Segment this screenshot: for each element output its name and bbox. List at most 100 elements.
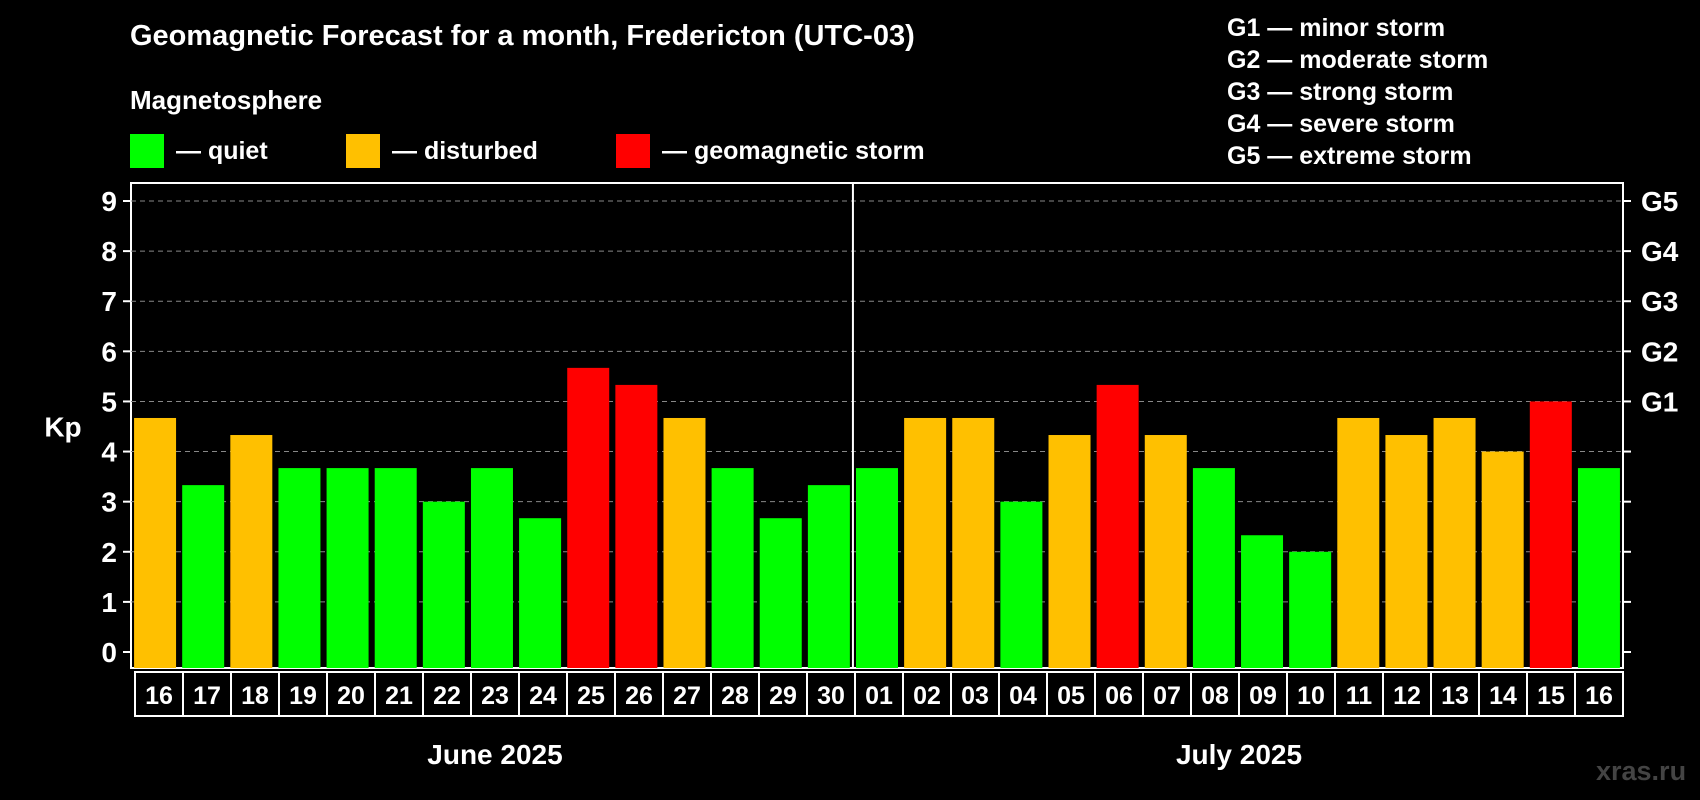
legend-disturbed: — disturbed <box>346 134 538 168</box>
bar-31 <box>1577 468 1620 668</box>
y-tick-label-5: 5 <box>101 386 117 417</box>
bar-29 <box>1481 451 1524 668</box>
storm-scale-g3: G3 — strong storm <box>1227 78 1454 106</box>
bar-20 <box>1048 435 1091 668</box>
x-tick-label-29: 14 <box>1489 682 1517 710</box>
y-tick-label-8: 8 <box>101 236 117 267</box>
bar-2 <box>182 485 225 668</box>
month-label-1: June 2025 <box>427 739 562 770</box>
bar-25 <box>1289 551 1332 668</box>
x-tick-label-25: 10 <box>1297 682 1325 710</box>
bar-15 <box>807 485 850 668</box>
legend-disturbed-swatch <box>346 134 380 168</box>
x-tick-label-30: 15 <box>1537 682 1565 710</box>
y-tick-label-7: 7 <box>101 286 117 317</box>
x-tick-label-3: 18 <box>241 682 269 710</box>
y-tick-label-6: 6 <box>101 336 117 367</box>
x-tick-label-22: 07 <box>1153 682 1181 710</box>
x-tick-label-11: 26 <box>625 682 653 710</box>
y-tick-label-1: 1 <box>101 587 117 618</box>
x-tick-label-12: 27 <box>673 682 701 710</box>
storm-scale-g4: G4 — severe storm <box>1227 110 1455 138</box>
x-tick-label-17: 02 <box>913 682 941 710</box>
right-axis-label-g3: G3 <box>1641 286 1678 317</box>
bar-5 <box>326 468 369 668</box>
x-tick-label-2: 17 <box>193 682 221 710</box>
x-tick-label-14: 29 <box>769 682 797 710</box>
x-tick-label-23: 08 <box>1201 682 1229 710</box>
bar-9 <box>519 518 562 668</box>
bar-28 <box>1433 417 1476 668</box>
bar-11 <box>615 384 658 668</box>
x-tick-label-27: 12 <box>1393 682 1421 710</box>
bar-21 <box>1096 384 1139 668</box>
x-tick-label-6: 21 <box>385 682 413 710</box>
y-tick-label-2: 2 <box>101 537 117 568</box>
bar-14 <box>759 518 802 668</box>
bar-27 <box>1385 435 1428 668</box>
x-tick-label-26: 11 <box>1346 682 1373 710</box>
y-tick-label-3: 3 <box>101 487 117 518</box>
bar-16 <box>856 468 898 668</box>
month-label-2: July 2025 <box>1176 739 1302 770</box>
bar-26 <box>1337 417 1380 668</box>
bar-1 <box>134 417 177 668</box>
bar-23 <box>1192 468 1235 668</box>
bar-8 <box>470 468 513 668</box>
day-label-box <box>134 671 1624 717</box>
x-tick-label-24: 09 <box>1249 682 1277 710</box>
x-tick-label-4: 19 <box>289 682 317 710</box>
x-tick-label-7: 22 <box>433 682 461 710</box>
bar-17 <box>904 417 947 668</box>
x-tick-label-20: 05 <box>1057 682 1085 710</box>
right-axis-label-g5: G5 <box>1641 186 1678 217</box>
right-axis-label-g1: G1 <box>1641 386 1678 417</box>
x-tick-label-21: 06 <box>1105 682 1133 710</box>
bar-30 <box>1529 401 1572 668</box>
legend-storm-swatch <box>616 134 650 168</box>
bar-19 <box>1000 501 1043 668</box>
x-tick-label-13: 28 <box>721 682 749 710</box>
chart-title: Geomagnetic Forecast for a month, Freder… <box>130 20 915 52</box>
y-tick-label-9: 9 <box>101 186 117 217</box>
x-tick-label-31: 16 <box>1585 682 1613 710</box>
legend-disturbed-label: — disturbed <box>392 136 538 165</box>
x-tick-label-9: 24 <box>529 682 557 710</box>
x-tick-label-28: 13 <box>1441 682 1469 710</box>
watermark: xras.ru <box>1596 756 1687 786</box>
storm-scale-g1: G1 — minor storm <box>1227 14 1446 42</box>
bar-10 <box>567 367 610 668</box>
bar-7 <box>422 501 465 668</box>
bar-13 <box>711 468 754 668</box>
bar-12 <box>663 417 706 668</box>
storm-scale-list: G1 — minor storm G2 — moderate storm G3 … <box>1227 12 1488 172</box>
legend-quiet: — quiet <box>130 134 268 168</box>
storm-scale-g2: G2 — moderate storm <box>1227 46 1489 74</box>
y-tick-label-4: 4 <box>101 437 117 468</box>
x-tick-label-19: 04 <box>1009 682 1037 710</box>
x-tick-label-8: 23 <box>481 682 509 710</box>
y-axis-label: Kp <box>44 412 81 443</box>
legend-quiet-swatch <box>130 134 164 168</box>
legend-storm: — geomagnetic storm <box>616 134 925 168</box>
bar-4 <box>278 468 321 668</box>
bar-18 <box>952 417 995 668</box>
bar-24 <box>1241 535 1284 668</box>
x-tick-label-15: 30 <box>817 682 845 710</box>
y-tick-label-0: 0 <box>101 637 117 668</box>
bar-22 <box>1144 435 1187 668</box>
legend-storm-label: — geomagnetic storm <box>662 136 925 165</box>
x-tick-label-5: 20 <box>337 682 365 710</box>
right-axis-label-g4: G4 <box>1641 236 1679 267</box>
bar-3 <box>230 435 273 668</box>
x-tick-label-1: 16 <box>145 682 173 710</box>
x-tick-label-18: 03 <box>961 682 989 710</box>
bar-6 <box>374 468 417 668</box>
legend-quiet-label: — quiet <box>176 136 268 165</box>
storm-scale-g5: G5 — extreme storm <box>1227 142 1472 170</box>
right-axis-label-g2: G2 <box>1641 336 1678 367</box>
x-tick-label-10: 25 <box>577 682 605 710</box>
x-tick-label-16: 01 <box>865 682 893 710</box>
magnetosphere-label: Magnetosphere <box>130 85 323 115</box>
